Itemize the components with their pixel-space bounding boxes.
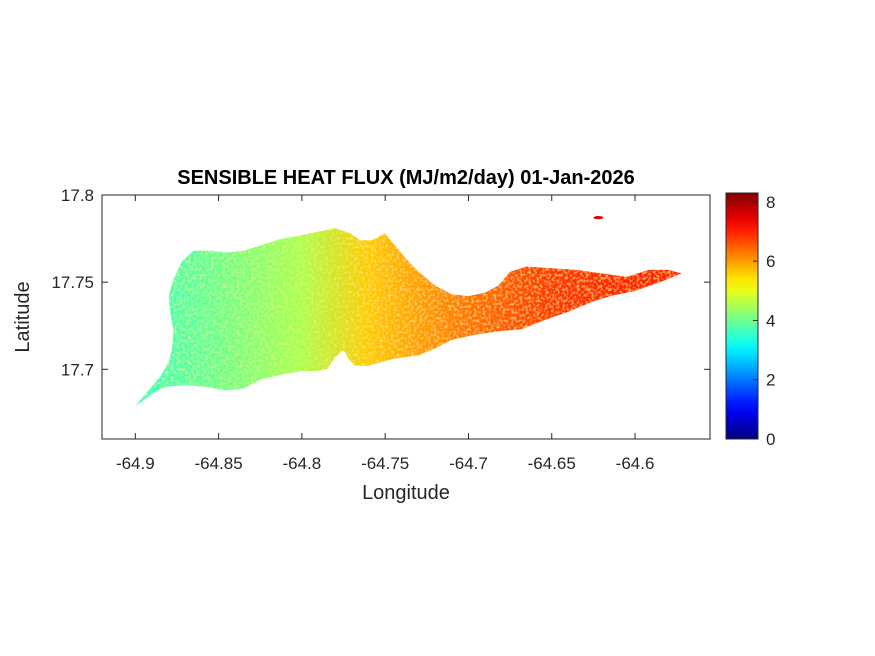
x-tick-label: -64.9	[116, 454, 155, 473]
x-axis-label: Longitude	[362, 482, 450, 504]
chart-title: SENSIBLE HEAT FLUX (MJ/m2/day) 01-Jan-20…	[177, 167, 635, 189]
x-tick-label: -64.65	[528, 454, 576, 473]
colorbar-tick-label: 2	[766, 371, 775, 390]
colorbar-tick-label: 0	[766, 430, 775, 449]
island-region	[135, 228, 682, 406]
islet	[593, 216, 604, 220]
colorbar-tick-label: 8	[766, 193, 775, 212]
colorbar-tick-label: 4	[766, 311, 775, 330]
x-tick-label: -64.6	[616, 454, 655, 473]
colorbar-gradient	[725, 192, 759, 440]
y-axis-label: Latitude	[12, 281, 34, 352]
plot-frame	[101, 194, 711, 440]
y-tick-label: 17.7	[61, 360, 94, 379]
heat-flux-map	[135, 216, 682, 406]
colorbar: 0 2 4 6 8	[725, 192, 775, 449]
axes: -64.9 -64.85 -64.8 -64.75 -64.7 -64.65 -64.6 17…	[51, 186, 711, 473]
x-tick-label: -64.75	[361, 454, 409, 473]
x-tick-label: -64.8	[283, 454, 322, 473]
y-tick-label: 17.8	[61, 186, 94, 205]
y-tick-label: 17.75	[51, 273, 94, 292]
x-tick-label: -64.85	[195, 454, 243, 473]
x-tick-label: -64.7	[449, 454, 488, 473]
colorbar-tick-label: 6	[766, 252, 775, 271]
